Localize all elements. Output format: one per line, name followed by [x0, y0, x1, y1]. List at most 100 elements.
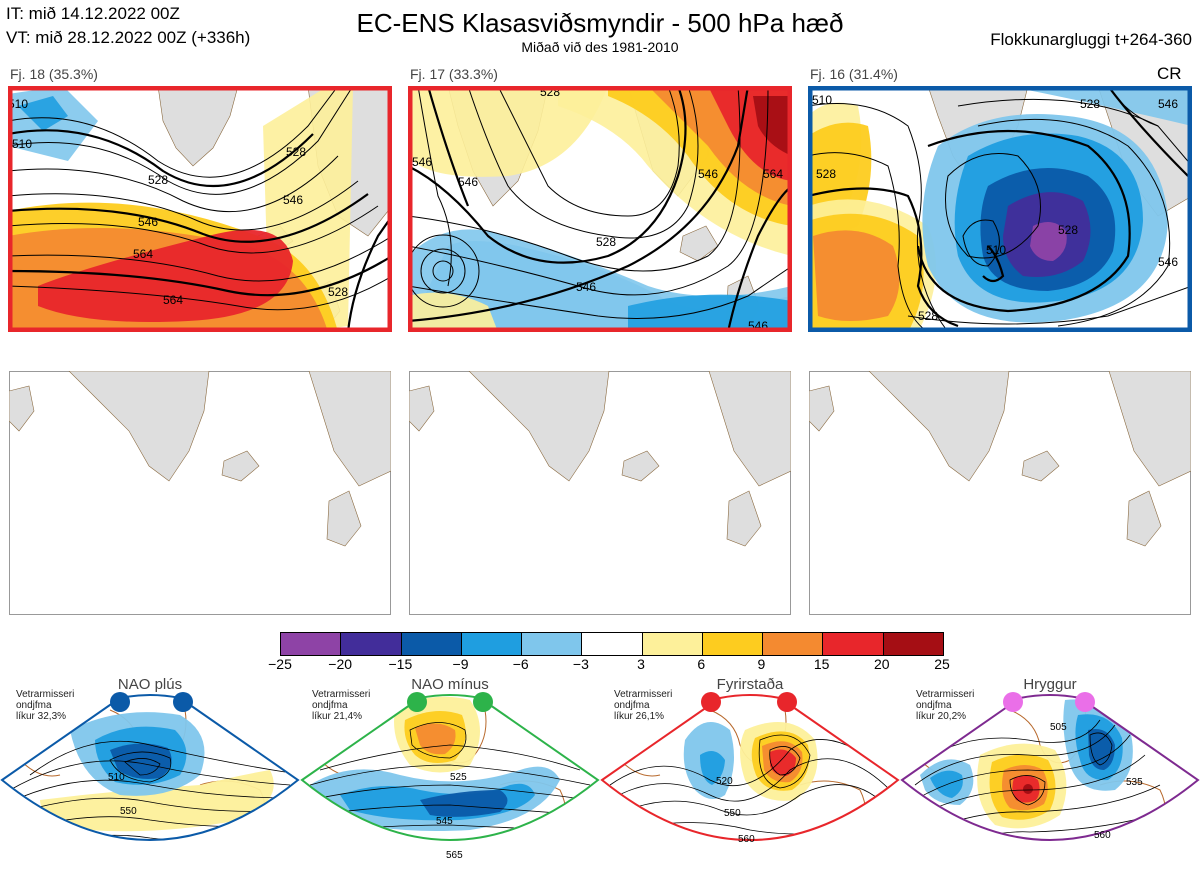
cluster-map-1: 510 528 546 564 546 528 564 510 528 — [8, 86, 392, 332]
contour-label: 528 — [1080, 97, 1100, 111]
regime-title: NAO plús — [117, 676, 183, 693]
regime-marker — [407, 692, 427, 712]
contour-label: 510 — [8, 97, 28, 111]
contour-label: 535 — [1126, 777, 1143, 788]
contour-label: 550 — [724, 808, 741, 819]
cluster-frame — [808, 86, 1192, 332]
cluster-frame — [408, 86, 792, 332]
colorbar-tick-label: 3 — [637, 656, 645, 672]
empty-map-1 — [9, 371, 391, 615]
contour-label: 560 — [738, 834, 755, 845]
cluster-label: Fj. 17 (33.3%) — [410, 66, 498, 82]
regime-stat-line: Vetrarmisseri — [16, 689, 75, 700]
contour-label: 546 — [412, 155, 432, 169]
colorbar-swatch — [822, 633, 883, 655]
contour-label: 520 — [716, 776, 733, 787]
regime-map-nao-plus: 510 550 — [0, 692, 300, 841]
contour-label: 505 — [1050, 722, 1067, 733]
contour-label: 546 — [138, 215, 158, 229]
regime-stat-line: líkur 26,1% — [614, 711, 665, 722]
cluster-label: Fj. 16 (31.4%) — [810, 66, 898, 82]
contour-label: 528 — [286, 145, 306, 159]
colorbar-tick-label: −15 — [388, 656, 413, 672]
colorbar-tick-label: 20 — [874, 656, 890, 672]
valid-time: VT: mið 28.12.2022 00Z (+336h) — [6, 28, 251, 47]
contour-label: 560 — [1094, 830, 1111, 841]
regime-marker — [173, 692, 193, 712]
contour-label: 550 — [120, 806, 137, 817]
colorbar-swatch — [521, 633, 582, 655]
contour-label: 510 — [986, 243, 1006, 257]
colorbar-tick-label: 6 — [697, 656, 706, 672]
regime-stat-line: líkur 20,2% — [916, 711, 967, 722]
regime-marker — [777, 692, 797, 712]
contour-label: 510 — [812, 93, 832, 107]
contour-label: 546 — [1158, 255, 1178, 269]
regime-stat-line: ondjfma — [614, 700, 650, 711]
colorbar-tick-label: −6 — [512, 656, 529, 672]
contour-label: 525 — [450, 772, 467, 783]
anomaly-colorbar — [280, 632, 944, 656]
regime-stat-line: Vetrarmisseri — [614, 689, 673, 700]
regime-title: NAO mínus — [411, 676, 489, 693]
colorbar-swatch — [460, 633, 522, 655]
colorbar-tick-label: −3 — [572, 656, 589, 672]
regime-title: Fyrirstaða — [716, 676, 784, 693]
colorbar-swatch — [641, 633, 702, 655]
colorbar-swatch — [701, 633, 763, 655]
page-title: EC-ENS Klasasviðsmyndir - 500 hPa hæð — [356, 8, 844, 38]
contour-label: 546 — [1158, 97, 1178, 111]
contour-label: 528 — [1058, 223, 1078, 237]
contour-label: 564 — [763, 167, 783, 181]
contour-label: 528 — [148, 173, 168, 187]
regime-map-blocking: 520 550 560 — [600, 692, 900, 845]
regime-stat-line: líkur 21,4% — [312, 711, 363, 722]
contour-label: 528 — [816, 167, 836, 181]
cluster-corner-tag: CR — [1157, 64, 1182, 83]
contour-label: 528 — [596, 235, 616, 249]
regime-map-nao-minus: 525 545 565 — [300, 692, 600, 861]
contour-label: 546 — [698, 167, 718, 181]
colorbar-swatch — [281, 633, 341, 655]
cluster-map-2: 546 528 546 546 564 528 546 546 — [408, 86, 792, 332]
colorbar-tick-label: −25 — [268, 656, 292, 672]
colorbar-tick-label: 9 — [757, 656, 766, 672]
regime-marker — [1003, 692, 1023, 712]
regime-stat-line: ondjfma — [16, 700, 52, 711]
contour-label: 564 — [133, 247, 153, 261]
cluster-frame — [8, 86, 392, 332]
regime-stat-line: líkur 32,3% — [16, 711, 67, 722]
contour-label: 528 — [328, 285, 348, 299]
regime-map-ridge: 505 535 560 — [900, 692, 1200, 841]
cluster-map-3: 528 510 528 546 528 546 528 510 — [808, 86, 1192, 332]
regime-title: Hryggur — [1023, 676, 1077, 693]
regime-marker — [473, 692, 493, 712]
contour-label: 546 — [283, 193, 303, 207]
regime-marker — [110, 692, 130, 712]
colorbar-ticks: −25 −20 −15 −9 −6 −3 3 6 9 15 20 25 — [268, 656, 950, 674]
colorbar-swatch — [340, 633, 401, 655]
contour-label: 528 — [918, 309, 938, 323]
regime-marker — [701, 692, 721, 712]
contour-label: 546 — [576, 280, 596, 294]
colorbar-tick-label: −20 — [328, 656, 353, 672]
page-subtitle: Miðað við des 1981-2010 — [521, 39, 679, 55]
regime-stat-line: ondjfma — [916, 700, 952, 711]
empty-map-3 — [809, 371, 1191, 615]
regime-marker — [1075, 692, 1095, 712]
colorbar-swatch — [400, 633, 461, 655]
regime-stat-line: ondjfma — [312, 700, 348, 711]
colorbar-swatch — [581, 633, 642, 655]
regime-stat-line: Vetrarmisseri — [312, 689, 371, 700]
contour-label: 546 — [458, 175, 478, 189]
regime-stat-line: Vetrarmisseri — [916, 689, 975, 700]
classification-window: Flokkunargluggi t+264-360 — [990, 30, 1192, 49]
colorbar-tick-label: 15 — [813, 656, 830, 672]
contour-label: 564 — [163, 293, 183, 307]
empty-map-2 — [409, 371, 791, 615]
cluster-label: Fj. 18 (35.3%) — [10, 66, 98, 82]
contour-label: 545 — [436, 816, 453, 827]
contour-label: 510 — [108, 772, 125, 783]
contour-label: 510 — [12, 137, 32, 151]
init-time: IT: mið 14.12.2022 00Z — [6, 4, 180, 23]
